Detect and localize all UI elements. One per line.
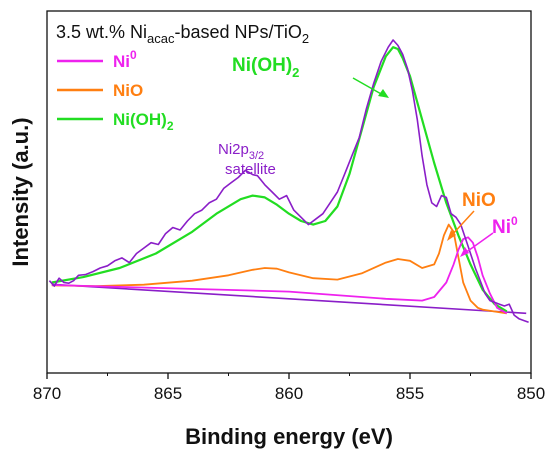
x-tick-label: 865: [154, 384, 182, 403]
y-axis-title: Intensity (a.u.): [8, 117, 33, 266]
legend-item-nioh2: Ni(OH)2: [57, 110, 174, 133]
legend-item-nio: NiO: [57, 81, 143, 100]
annotation-ni0: Ni0: [492, 214, 518, 238]
annotation-nio: NiO: [462, 190, 496, 211]
annotation-arrow-nio: [447, 210, 475, 241]
annotation-arrow-nioh2: [352, 77, 389, 98]
annotation-satellite-line2: satellite: [225, 161, 276, 178]
series-nioh2-fit-line: [51, 46, 508, 313]
legend: Ni0 NiO Ni(OH)2: [57, 48, 174, 133]
chart-title: 3.5 wt.% Niacac-based NPs/TiO2: [56, 22, 309, 46]
x-axis-title: Binding energy (eV): [185, 424, 393, 449]
legend-item-ni0: Ni0: [57, 48, 137, 71]
series-ni0-fit-line: [51, 236, 508, 315]
annotation-arrow-ni0: [460, 232, 494, 257]
x-tick-label: 855: [396, 384, 424, 403]
legend-label-ni0: Ni0: [113, 48, 137, 71]
annotation-nioh2: Ni(OH)2: [232, 55, 299, 80]
series-layer: [48, 39, 529, 324]
x-tick-label: 850: [517, 384, 545, 403]
series-background-line: [51, 283, 527, 315]
series-nio-fit-line: [51, 223, 507, 315]
x-tick-label: 860: [275, 384, 303, 403]
x-tick-label: 870: [33, 384, 61, 403]
annotation-satellite-line1: Ni2p3/2: [218, 141, 264, 162]
legend-label-nio: NiO: [113, 81, 143, 100]
x-axis-ticks: 870 865 860 855 850: [33, 373, 545, 403]
series-experimental-line: [48, 39, 529, 324]
legend-label-nioh2: Ni(OH)2: [113, 110, 174, 133]
